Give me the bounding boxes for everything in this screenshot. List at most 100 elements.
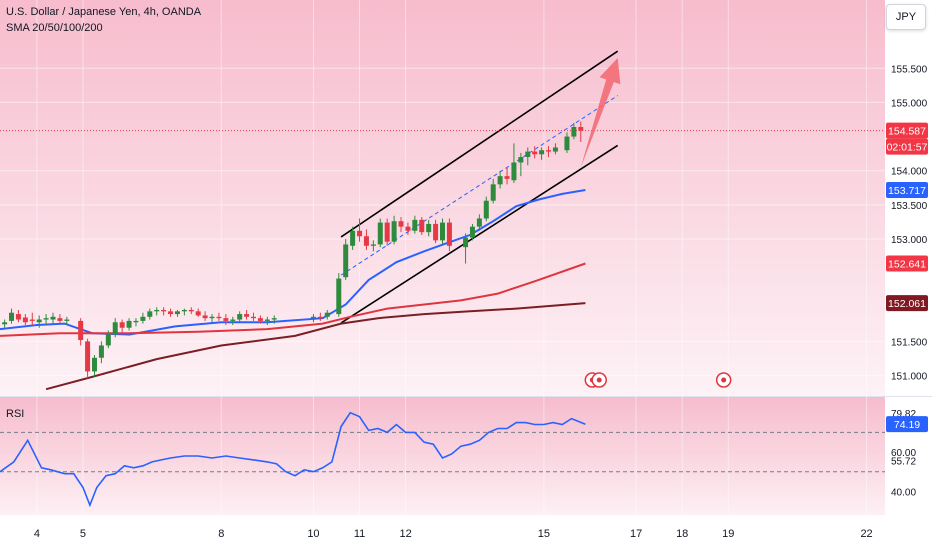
candle[interactable] [78, 318, 84, 346]
candle[interactable] [133, 318, 139, 327]
candle[interactable] [168, 308, 174, 317]
candle[interactable] [433, 219, 439, 244]
channel-upper-line[interactable] [340, 50, 619, 238]
candle-body [539, 150, 545, 155]
sma-line-1[interactable] [0, 262, 586, 337]
candle[interactable] [216, 312, 222, 321]
candle[interactable] [440, 218, 445, 245]
rsi-line[interactable] [0, 411, 586, 508]
candle[interactable] [9, 308, 15, 324]
candle[interactable] [202, 311, 208, 321]
candle[interactable] [363, 229, 369, 250]
candle[interactable] [578, 121, 584, 143]
candle-body [463, 237, 469, 248]
candle[interactable] [343, 238, 349, 280]
candle[interactable] [57, 314, 63, 324]
candle-body [357, 230, 363, 237]
candle[interactable] [91, 355, 97, 377]
time-tick-label: 18 [676, 528, 688, 540]
candle[interactable] [119, 319, 125, 334]
candle[interactable] [377, 218, 383, 248]
candle[interactable] [271, 315, 277, 324]
candle-body [181, 309, 187, 312]
candle[interactable] [391, 215, 397, 245]
sma-line-2[interactable] [45, 302, 586, 391]
candle[interactable] [497, 170, 503, 189]
candle[interactable] [412, 215, 418, 234]
candle[interactable] [446, 218, 452, 252]
candle-body [105, 334, 111, 346]
candle[interactable] [223, 314, 229, 325]
candle[interactable] [257, 315, 263, 324]
candle[interactable] [105, 330, 111, 349]
rsi-label[interactable]: RSI [6, 408, 25, 420]
channel-mid-line[interactable] [340, 95, 618, 276]
candle[interactable] [504, 167, 510, 185]
candle[interactable] [112, 318, 118, 338]
candle[interactable] [525, 147, 531, 166]
candle[interactable] [140, 312, 146, 324]
time-tick-label: 19 [722, 528, 734, 540]
candle[interactable] [85, 338, 91, 379]
candle[interactable] [426, 219, 432, 237]
currency-button[interactable]: JPY [886, 4, 926, 30]
candle[interactable] [324, 309, 330, 320]
candle[interactable] [419, 217, 425, 235]
candle-body [119, 322, 125, 328]
event-icon[interactable] [715, 372, 732, 388]
candle[interactable] [251, 312, 257, 321]
candle[interactable] [36, 315, 42, 328]
candle[interactable] [64, 316, 70, 325]
candle[interactable] [22, 314, 28, 325]
candle[interactable] [546, 146, 552, 158]
candle[interactable] [209, 314, 215, 323]
candle[interactable] [310, 314, 316, 323]
candle[interactable] [490, 178, 496, 204]
candle[interactable] [98, 341, 104, 364]
candle[interactable] [564, 132, 570, 153]
candle[interactable] [552, 143, 558, 155]
candle[interactable] [174, 309, 180, 317]
candle[interactable] [336, 273, 342, 317]
candle[interactable] [43, 314, 49, 325]
candle[interactable] [161, 307, 167, 316]
candle[interactable] [469, 223, 475, 241]
candle[interactable] [188, 307, 194, 315]
channel-lower-line[interactable] [340, 144, 619, 324]
forecast-arrow[interactable] [580, 58, 621, 168]
candle[interactable] [29, 312, 35, 325]
event-icon[interactable] [591, 372, 607, 388]
candle[interactable] [483, 196, 489, 222]
candle[interactable] [126, 318, 132, 331]
candle[interactable] [181, 308, 187, 316]
indicator-legend[interactable]: SMA 20/50/100/200 [6, 22, 103, 34]
candle[interactable] [264, 316, 270, 325]
candle[interactable] [384, 218, 390, 246]
candle[interactable] [532, 146, 538, 159]
candle[interactable] [237, 311, 243, 323]
candle[interactable] [398, 217, 404, 233]
candle[interactable] [518, 152, 524, 177]
candle[interactable] [370, 240, 376, 252]
candle[interactable] [195, 308, 201, 317]
candle[interactable] [154, 307, 160, 316]
candle[interactable] [357, 218, 363, 242]
candle-body [336, 278, 342, 315]
candle[interactable] [230, 316, 236, 325]
time-tick-label: 12 [400, 528, 412, 540]
candle[interactable] [50, 312, 56, 324]
candle[interactable] [2, 319, 8, 328]
candle[interactable] [147, 308, 153, 320]
rsi-tick-label: 40.00 [891, 487, 916, 498]
candle[interactable] [539, 147, 545, 160]
candle[interactable] [476, 214, 482, 231]
candle[interactable] [511, 143, 517, 183]
candle[interactable] [350, 226, 356, 250]
candle-body [504, 176, 510, 179]
candle[interactable] [405, 222, 411, 235]
candle[interactable] [317, 312, 323, 321]
candle[interactable] [15, 309, 21, 323]
candle[interactable] [463, 233, 469, 264]
candle[interactable] [244, 309, 250, 320]
